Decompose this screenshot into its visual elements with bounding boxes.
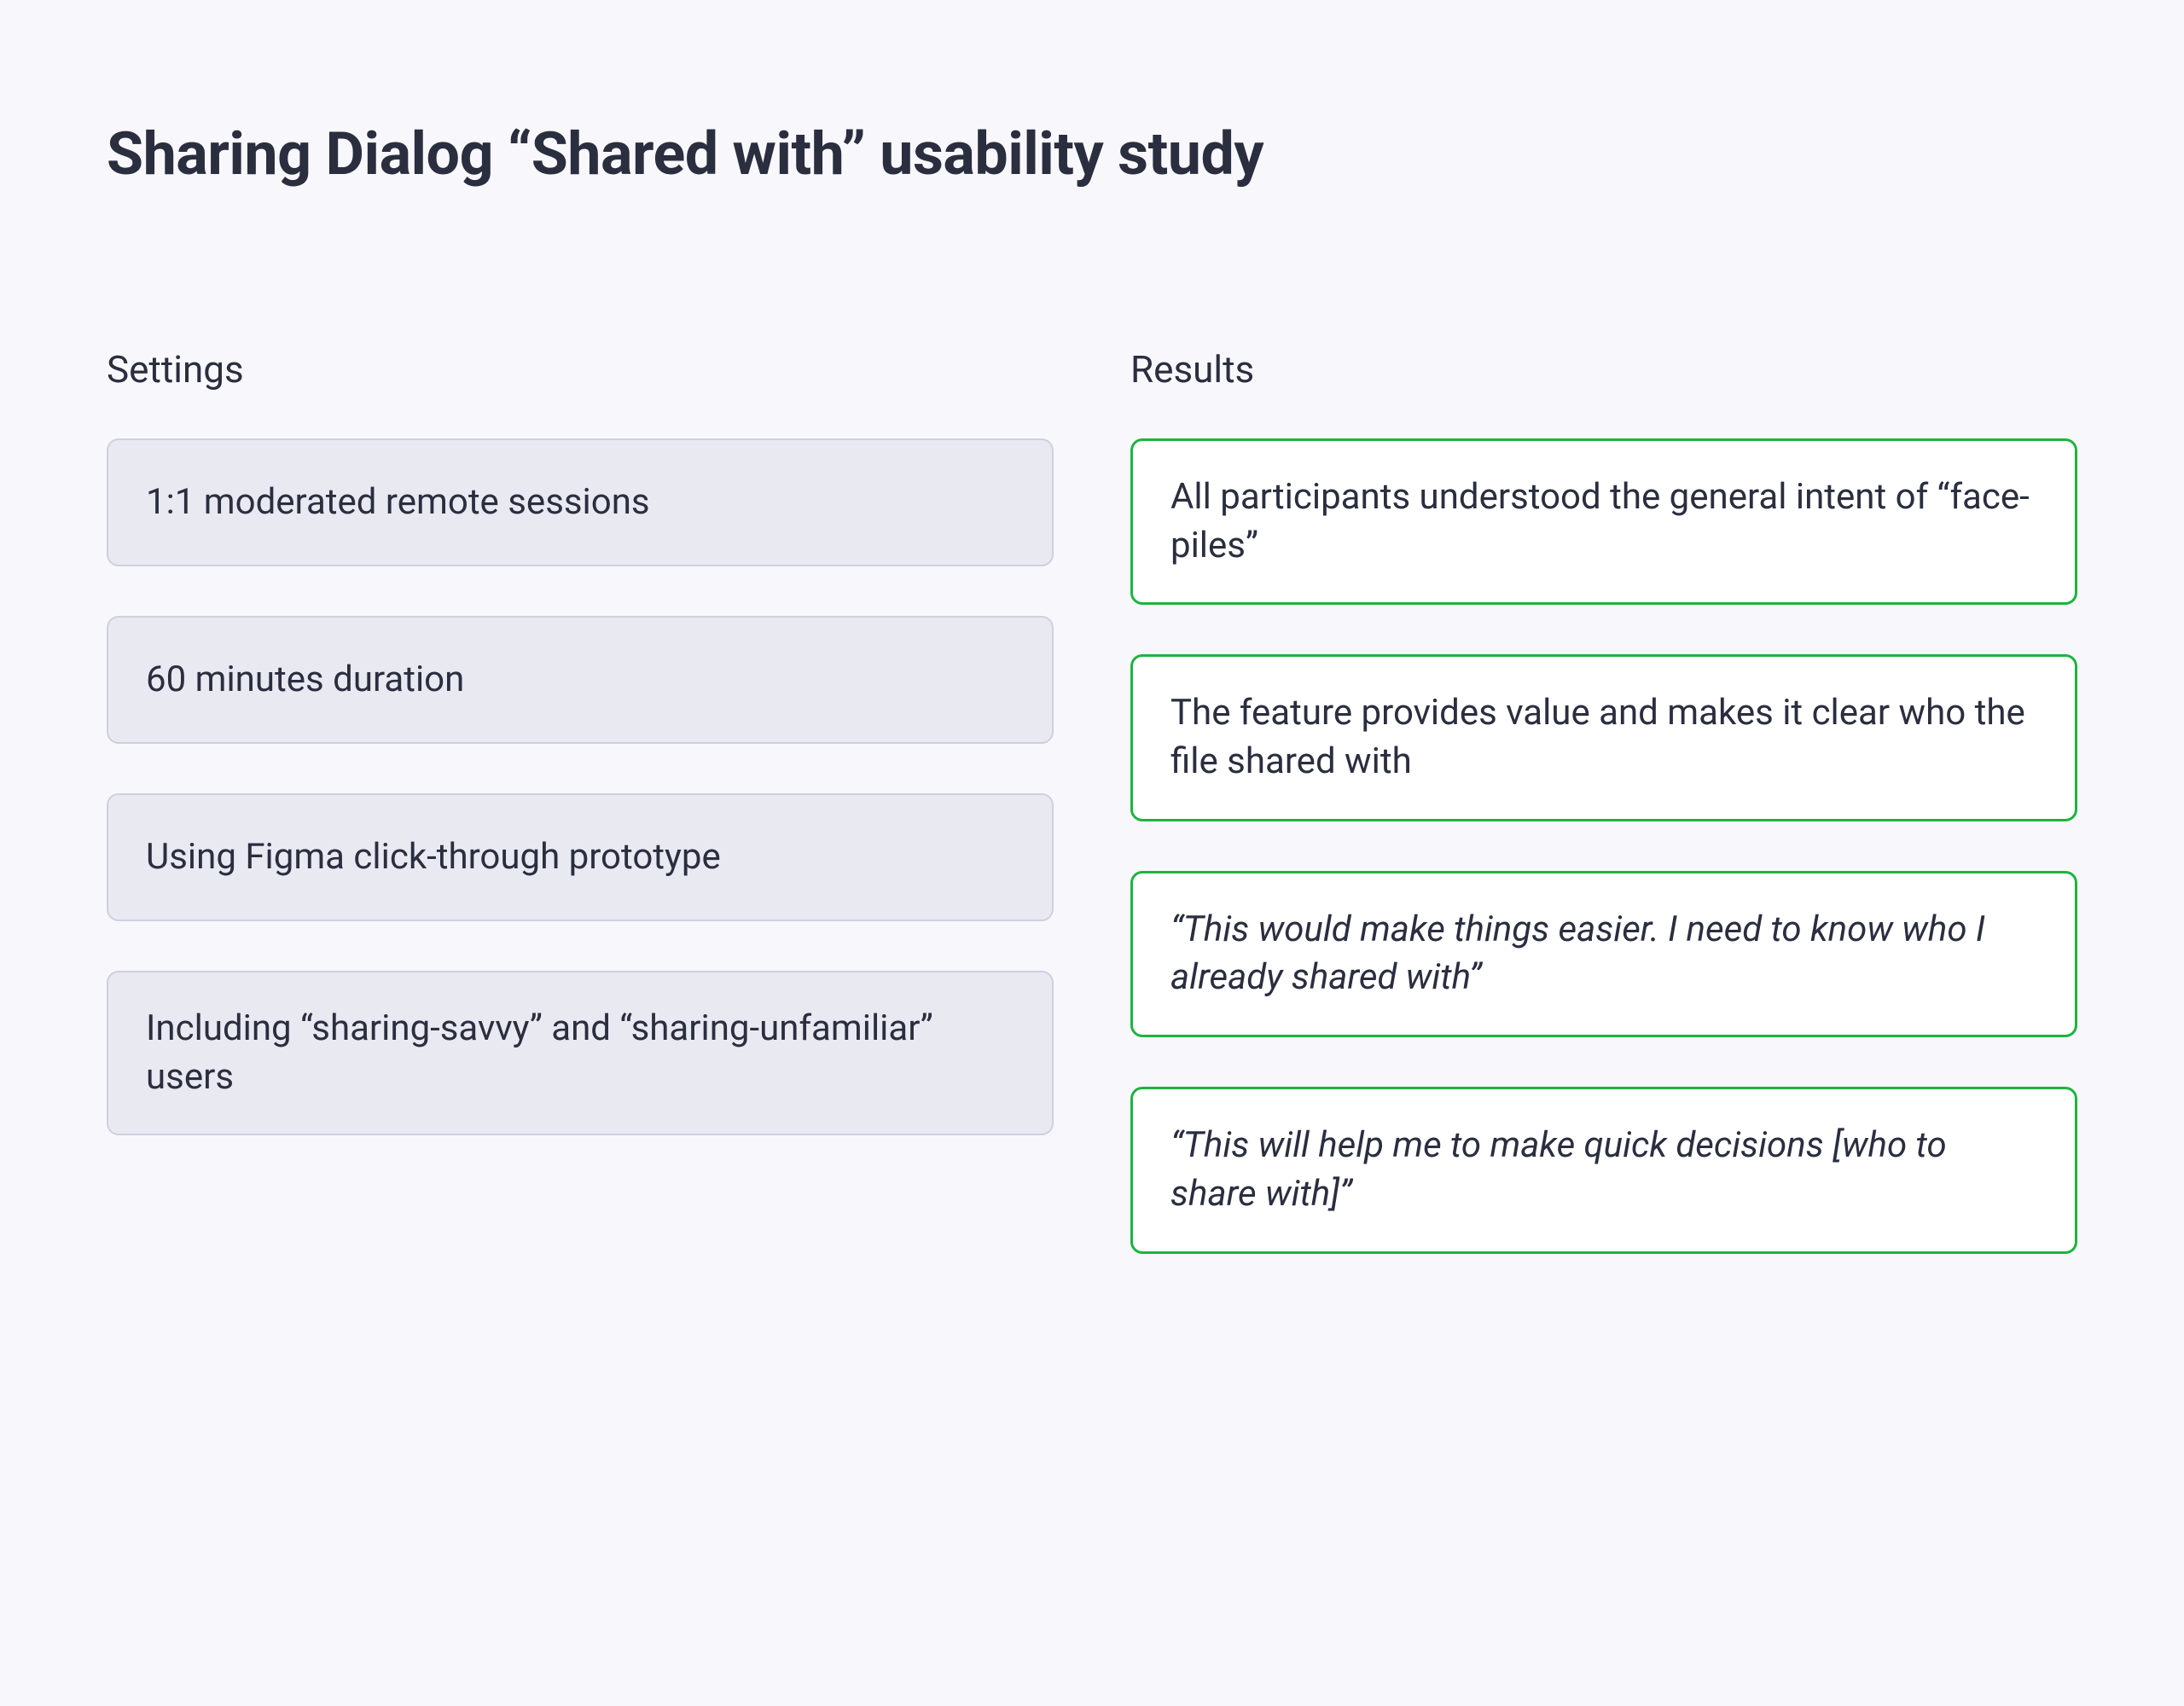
results-card-text: All participants understood the general … xyxy=(1170,473,2037,570)
results-card-text: The feature provides value and makes it … xyxy=(1170,689,2037,786)
results-card: “This would make things easier. I need t… xyxy=(1130,871,2077,1037)
page-title: Sharing Dialog “Shared with” usability s… xyxy=(107,119,2077,189)
results-card: “This will help me to make quick decisio… xyxy=(1130,1087,2077,1253)
results-card: All participants understood the general … xyxy=(1130,438,2077,605)
settings-heading: Settings xyxy=(107,347,1054,392)
results-card: The feature provides value and makes it … xyxy=(1130,654,2077,821)
columns-container: Settings 1:1 moderated remote sessions 6… xyxy=(107,347,2077,1303)
settings-card: Using Figma click-through prototype xyxy=(107,793,1054,921)
settings-card: Including “sharing-savvy” and “sharing-u… xyxy=(107,971,1054,1135)
settings-card-text: 1:1 moderated remote sessions xyxy=(146,479,650,527)
settings-card-text: 60 minutes duration xyxy=(146,656,464,705)
settings-column: Settings 1:1 moderated remote sessions 6… xyxy=(107,347,1054,1303)
settings-card: 1:1 moderated remote sessions xyxy=(107,438,1054,566)
results-card-text: “This will help me to make quick decisio… xyxy=(1170,1122,2037,1218)
settings-card-text: Including “sharing-savvy” and “sharing-u… xyxy=(146,1005,1014,1101)
settings-card-text: Using Figma click-through prototype xyxy=(146,833,721,882)
results-heading: Results xyxy=(1130,347,2077,392)
results-column: Results All participants understood the … xyxy=(1130,347,2077,1303)
results-card-text: “This would make things easier. I need t… xyxy=(1170,906,2037,1002)
settings-card: 60 minutes duration xyxy=(107,616,1054,744)
